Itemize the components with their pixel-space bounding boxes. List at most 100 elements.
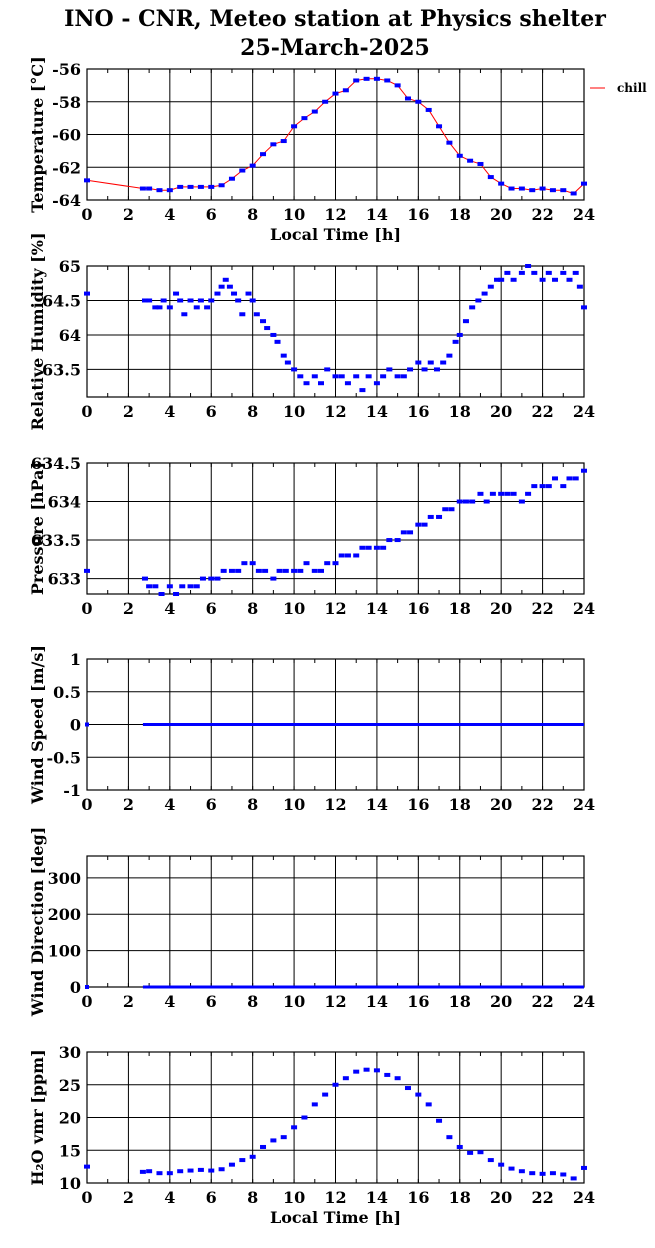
data-point: [280, 139, 287, 144]
data-point: [400, 374, 407, 379]
y-axis-label: Pressure [hPa]: [28, 462, 47, 595]
x-tick-label: 18: [449, 1188, 471, 1207]
data-point: [373, 545, 380, 550]
data-point: [156, 188, 163, 193]
data-point: [469, 305, 476, 310]
data-point: [85, 722, 89, 727]
data-point: [518, 270, 525, 275]
data-point: [297, 374, 304, 379]
x-tick-label: 0: [81, 599, 92, 618]
x-tick-label: 6: [206, 205, 217, 224]
y-tick-label: 0.5: [53, 683, 81, 702]
x-tick-label: 10: [283, 992, 305, 1011]
data-point: [324, 367, 331, 372]
data-point: [477, 161, 484, 166]
data-point: [291, 367, 298, 372]
x-tick-label: 8: [247, 795, 258, 814]
data-point: [394, 374, 401, 379]
data-point: [581, 181, 587, 186]
y-tick-label: 10: [59, 1174, 81, 1193]
data-point: [572, 270, 579, 275]
data-point: [436, 1118, 443, 1123]
data-point: [260, 1144, 267, 1149]
panels-group: 0 2 4 6 8 10 12 14 16 18 20 22 24-64-62-60-58-56Temp…: [28, 56, 595, 1227]
data-point: [318, 568, 325, 573]
data-point: [264, 326, 271, 331]
data-point: [570, 1176, 577, 1181]
x-tick-label: 10: [283, 599, 305, 618]
x-tick-label: 2: [123, 1188, 134, 1207]
data-point: [363, 1067, 370, 1072]
x-tick-label: 4: [164, 795, 175, 814]
data-point: [187, 1168, 194, 1173]
data-point: [373, 76, 380, 81]
x-tick-label: 22: [531, 1188, 553, 1207]
data-point: [344, 553, 351, 558]
y-tick-label: 1: [70, 650, 81, 669]
x-tick-label: 12: [324, 599, 346, 618]
data-point: [549, 188, 556, 193]
data-point: [166, 584, 173, 589]
data-point: [365, 374, 372, 379]
data-point: [342, 88, 349, 93]
legend-label: chill: [617, 81, 647, 95]
data-point: [421, 522, 428, 527]
data-point: [359, 388, 366, 393]
data-point: [489, 491, 496, 496]
x-tick-label: 10: [283, 205, 305, 224]
x-tick-label: 14: [366, 402, 388, 421]
data-point: [353, 78, 360, 83]
y-tick-label: 64.5: [42, 291, 81, 310]
x-tick-label: 12: [324, 205, 346, 224]
data-point: [239, 1158, 246, 1163]
data-point: [446, 140, 453, 145]
data-point: [545, 484, 552, 489]
data-point: [177, 1169, 184, 1174]
x-tick-label: 2: [123, 795, 134, 814]
x-tick-label: 14: [366, 795, 388, 814]
data-point: [504, 270, 511, 275]
y-tick-label: 30: [59, 1043, 81, 1062]
y-tick-label: -1: [63, 781, 81, 800]
y-tick-label: -64: [52, 191, 81, 210]
data-point: [231, 291, 238, 296]
x-tick-label: 16: [407, 795, 429, 814]
data-point: [373, 381, 380, 386]
data-point: [566, 476, 573, 481]
data-point: [483, 499, 490, 504]
data-point: [218, 183, 225, 188]
data-point: [235, 568, 242, 573]
data-point: [380, 545, 387, 550]
data-point: [456, 499, 463, 504]
data-point: [394, 83, 401, 88]
data-point: [332, 561, 339, 566]
data-point: [539, 1171, 546, 1176]
data-point: [208, 576, 215, 581]
x-tick-label: 0: [81, 992, 92, 1011]
data-point: [214, 291, 221, 296]
data-point: [239, 168, 246, 173]
data-point: [456, 1144, 463, 1149]
data-point: [386, 538, 393, 543]
data-point: [220, 568, 227, 573]
data-point: [84, 1164, 90, 1169]
data-point: [342, 1076, 349, 1081]
x-tick-label: 24: [573, 1188, 595, 1207]
data-point: [456, 332, 463, 337]
x-tick-label: 8: [247, 992, 258, 1011]
data-point: [518, 186, 525, 191]
x-tick-label: 10: [283, 1188, 305, 1207]
data-point: [193, 305, 200, 310]
data-point: [291, 124, 298, 129]
data-point: [469, 499, 476, 504]
y-tick-label: -56: [52, 60, 81, 79]
data-point: [249, 298, 256, 303]
x-tick-label: 24: [573, 992, 595, 1011]
data-point: [274, 339, 281, 344]
x-tick-label: 8: [247, 402, 258, 421]
figure-subtitle: 25-March-2025: [240, 35, 430, 61]
x-tick-label: 4: [164, 402, 175, 421]
x-tick-label: 2: [123, 402, 134, 421]
data-point: [280, 1135, 287, 1140]
